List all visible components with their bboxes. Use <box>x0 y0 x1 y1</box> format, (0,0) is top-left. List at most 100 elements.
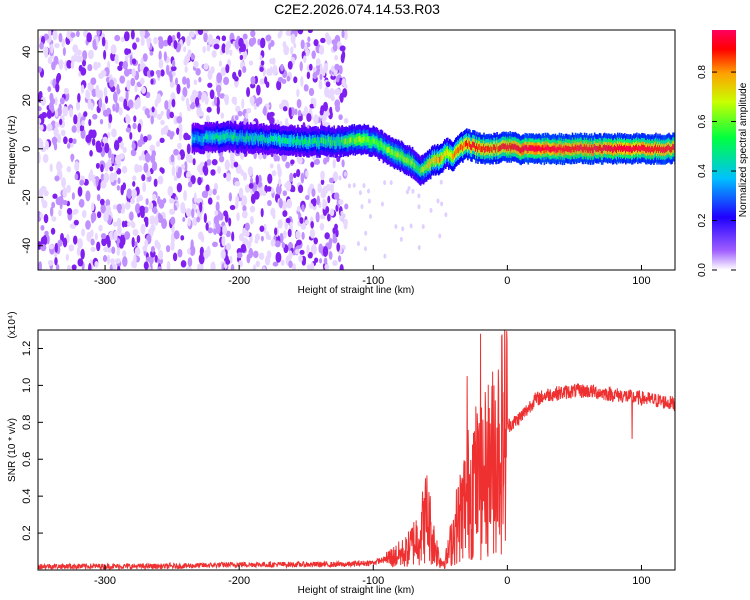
noise-cell <box>152 193 157 201</box>
noise-cell <box>61 177 67 188</box>
noise-cell <box>95 175 99 187</box>
noise-cell <box>260 60 265 66</box>
noise-cell <box>180 201 186 213</box>
noise-cell <box>303 84 309 92</box>
noise-cell <box>196 216 201 223</box>
noise-cell <box>180 163 186 170</box>
noise-cell <box>211 159 218 166</box>
noise-cell <box>130 149 137 157</box>
noise-cell <box>405 189 409 195</box>
ridge-cell <box>371 139 374 145</box>
noise-cell <box>223 94 230 103</box>
ridge-cell <box>212 133 215 140</box>
noise-cell <box>125 115 131 124</box>
ridge-cell <box>604 145 607 152</box>
ridge-cell <box>645 146 647 153</box>
noise-cell <box>182 86 188 98</box>
noise-cell <box>172 252 178 262</box>
noise-cell <box>328 177 334 184</box>
noise-cell <box>230 263 235 270</box>
noise-cell <box>221 43 226 54</box>
noise-cell <box>63 136 68 145</box>
noise-cell <box>203 249 210 259</box>
noise-cell <box>91 137 96 146</box>
ridge-cell <box>488 145 490 152</box>
ridge-cell <box>576 144 579 151</box>
noise-cell <box>114 258 121 264</box>
noise-cell <box>176 116 183 124</box>
noise-cell <box>68 137 74 144</box>
ridge-cell <box>221 134 224 141</box>
ridge-cell <box>363 135 366 142</box>
noise-cell <box>143 261 149 270</box>
noise-cell <box>146 134 152 141</box>
ridge-cell <box>634 146 636 152</box>
noise-cell <box>319 109 324 116</box>
ridge-cell <box>462 145 464 152</box>
noise-cell <box>127 99 134 109</box>
ridge-cell <box>606 146 609 152</box>
ridge-cell <box>611 147 614 154</box>
noise-cell <box>322 246 329 258</box>
ridge-cell <box>454 151 456 158</box>
ridge-cell <box>346 138 349 145</box>
ridge-cell <box>341 136 343 143</box>
noise-cell <box>155 140 161 148</box>
noise-cell <box>246 87 251 98</box>
noise-cell <box>160 69 165 77</box>
noise-cell <box>111 262 117 270</box>
noise-cell <box>301 231 305 240</box>
noise-cell <box>326 35 332 46</box>
noise-cell <box>248 37 255 47</box>
noise-cell <box>66 207 73 215</box>
noise-cell <box>310 97 315 105</box>
noise-cell <box>225 259 231 265</box>
noise-cell <box>336 75 340 83</box>
y-tick-label: 40 <box>21 46 33 58</box>
noise-cell <box>79 124 85 132</box>
ridge-cell <box>503 143 505 150</box>
ridge-cell <box>361 137 364 143</box>
noise-cell <box>202 46 206 53</box>
noise-cell <box>61 38 65 48</box>
noise-cell <box>191 208 195 219</box>
noise-cell <box>157 36 163 42</box>
noise-cell <box>76 124 80 134</box>
ridge-cell <box>485 145 487 152</box>
ridge-cell <box>516 145 518 152</box>
ridge-cell <box>245 134 248 141</box>
noise-cell <box>143 162 149 173</box>
noise-cell <box>297 184 304 194</box>
noise-cell <box>333 192 340 200</box>
ridge-cell <box>523 146 526 153</box>
ridge-cell <box>422 167 425 173</box>
noise-cell <box>81 120 85 126</box>
noise-cell <box>129 211 134 221</box>
noise-cell <box>356 241 360 247</box>
noise-cell <box>200 234 205 243</box>
ridge-cell <box>356 136 359 143</box>
noise-cell <box>99 118 104 125</box>
ridge-cell <box>660 147 662 154</box>
ridge-cell <box>347 139 350 146</box>
noise-cell <box>150 70 155 77</box>
ridge-cell <box>352 137 355 144</box>
noise-cell <box>150 246 155 253</box>
noise-cell <box>143 135 148 143</box>
ridge-cell <box>440 155 443 162</box>
ridge-cell <box>405 157 408 164</box>
noise-cell <box>267 173 273 184</box>
noise-cell <box>344 203 349 210</box>
noise-cell <box>295 230 301 239</box>
ridge-cell <box>273 136 276 143</box>
noise-cell <box>220 249 226 260</box>
noise-cell <box>102 255 108 263</box>
noise-cell <box>189 103 196 110</box>
noise-cell <box>197 30 204 35</box>
ridge-cell <box>308 140 310 147</box>
noise-cell <box>259 78 265 85</box>
ridge-cell <box>412 161 415 168</box>
ridge-cell <box>586 146 589 153</box>
noise-cell <box>62 106 69 117</box>
noise-cell <box>250 30 256 38</box>
